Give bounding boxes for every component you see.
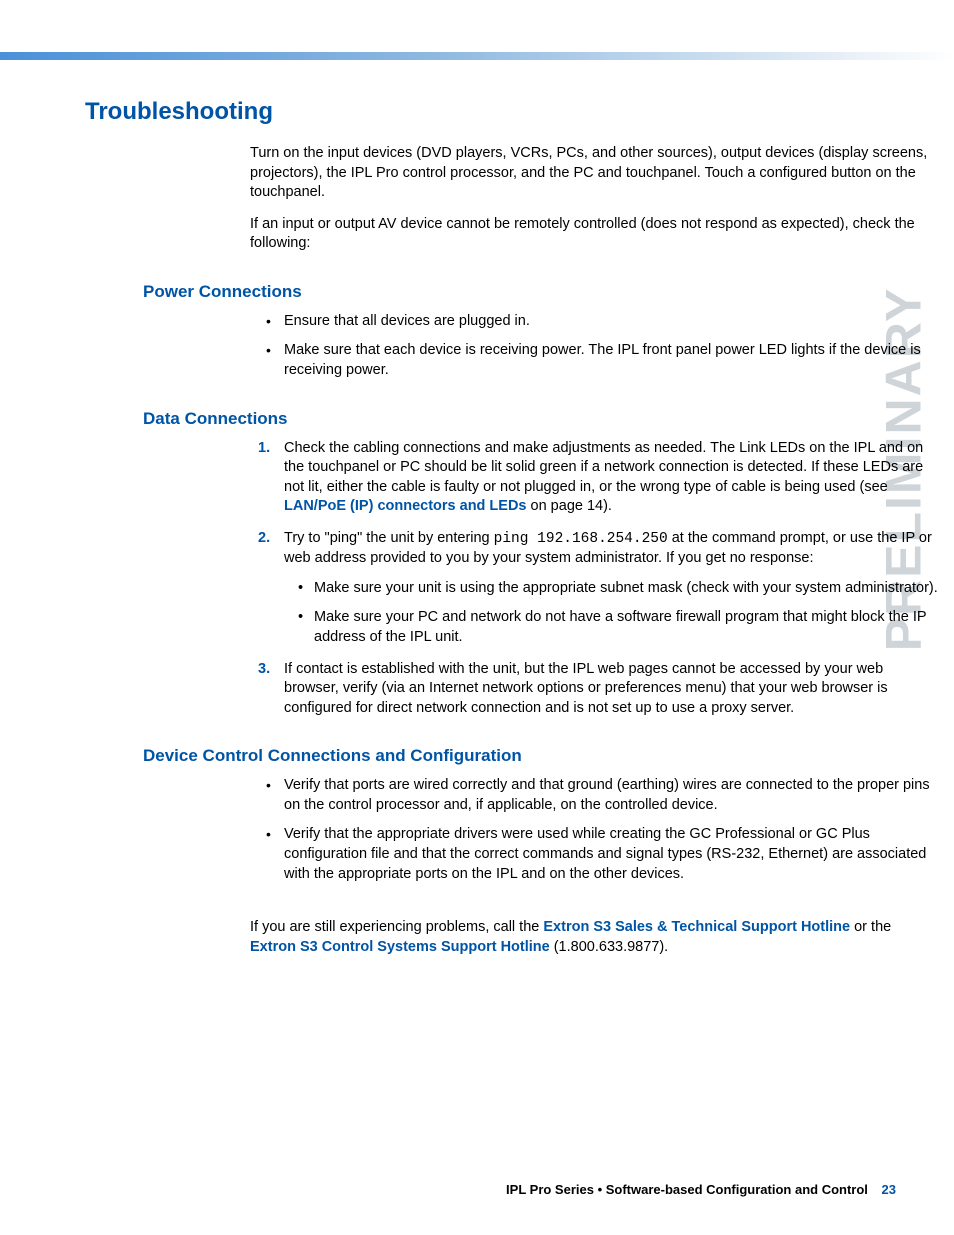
- power-block: Ensure that all devices are plugged in. …: [250, 312, 940, 381]
- s3-sales-hotline-link[interactable]: Extron S3 Sales & Technical Support Hotl…: [543, 919, 850, 935]
- data-block: Check the cabling connections and make a…: [250, 439, 940, 719]
- page-number: 23: [882, 1182, 896, 1197]
- data-step-3: If contact is established with the unit,…: [250, 660, 940, 719]
- power-heading: Power Connections: [143, 282, 875, 302]
- data-heading: Data Connections: [143, 409, 875, 429]
- intro-block: Turn on the input devices (DVD players, …: [250, 144, 940, 254]
- page-title: Troubleshooting: [85, 98, 875, 126]
- data-step-2-text-a: Try to "ping" the unit by entering: [284, 530, 494, 546]
- page-content: Troubleshooting Turn on the input device…: [85, 98, 875, 969]
- closing-block: If you are still experiencing problems, …: [250, 918, 940, 957]
- power-bullet-2: Make sure that each device is receiving …: [250, 341, 940, 380]
- device-bullet-1: Verify that ports are wired correctly an…: [250, 776, 940, 815]
- intro-para-2: If an input or output AV device cannot b…: [250, 215, 940, 254]
- closing-text-b: or the: [850, 919, 891, 935]
- ping-command: ping 192.168.254.250: [494, 531, 668, 547]
- data-step-1: Check the cabling connections and make a…: [250, 439, 940, 517]
- data-step-2-sub-2: Make sure your PC and network do not hav…: [284, 608, 940, 647]
- header-gradient-bar: [0, 52, 954, 60]
- data-step-2: Try to "ping" the unit by entering ping …: [250, 529, 940, 648]
- data-step-2-sub-1: Make sure your unit is using the appropr…: [284, 579, 940, 599]
- device-block: Verify that ports are wired correctly an…: [250, 776, 940, 884]
- intro-para-1: Turn on the input devices (DVD players, …: [250, 144, 940, 203]
- page-footer: IPL Pro Series • Software-based Configur…: [506, 1182, 896, 1197]
- data-step-1-text-a: Check the cabling connections and make a…: [284, 440, 923, 495]
- closing-text-a: If you are still experiencing problems, …: [250, 919, 543, 935]
- s3-control-hotline-link[interactable]: Extron S3 Control Systems Support Hotlin…: [250, 939, 550, 955]
- data-step-1-text-b: on page 14).: [527, 498, 612, 514]
- closing-para: If you are still experiencing problems, …: [250, 918, 940, 957]
- device-heading: Device Control Connections and Configura…: [143, 746, 875, 766]
- power-bullet-1: Ensure that all devices are plugged in.: [250, 312, 940, 332]
- device-bullet-2: Verify that the appropriate drivers were…: [250, 825, 940, 884]
- lan-poe-link[interactable]: LAN/PoE (IP) connectors and LEDs: [284, 498, 527, 514]
- footer-text: IPL Pro Series • Software-based Configur…: [506, 1182, 868, 1197]
- closing-text-c: (1.800.633.9877).: [550, 939, 669, 955]
